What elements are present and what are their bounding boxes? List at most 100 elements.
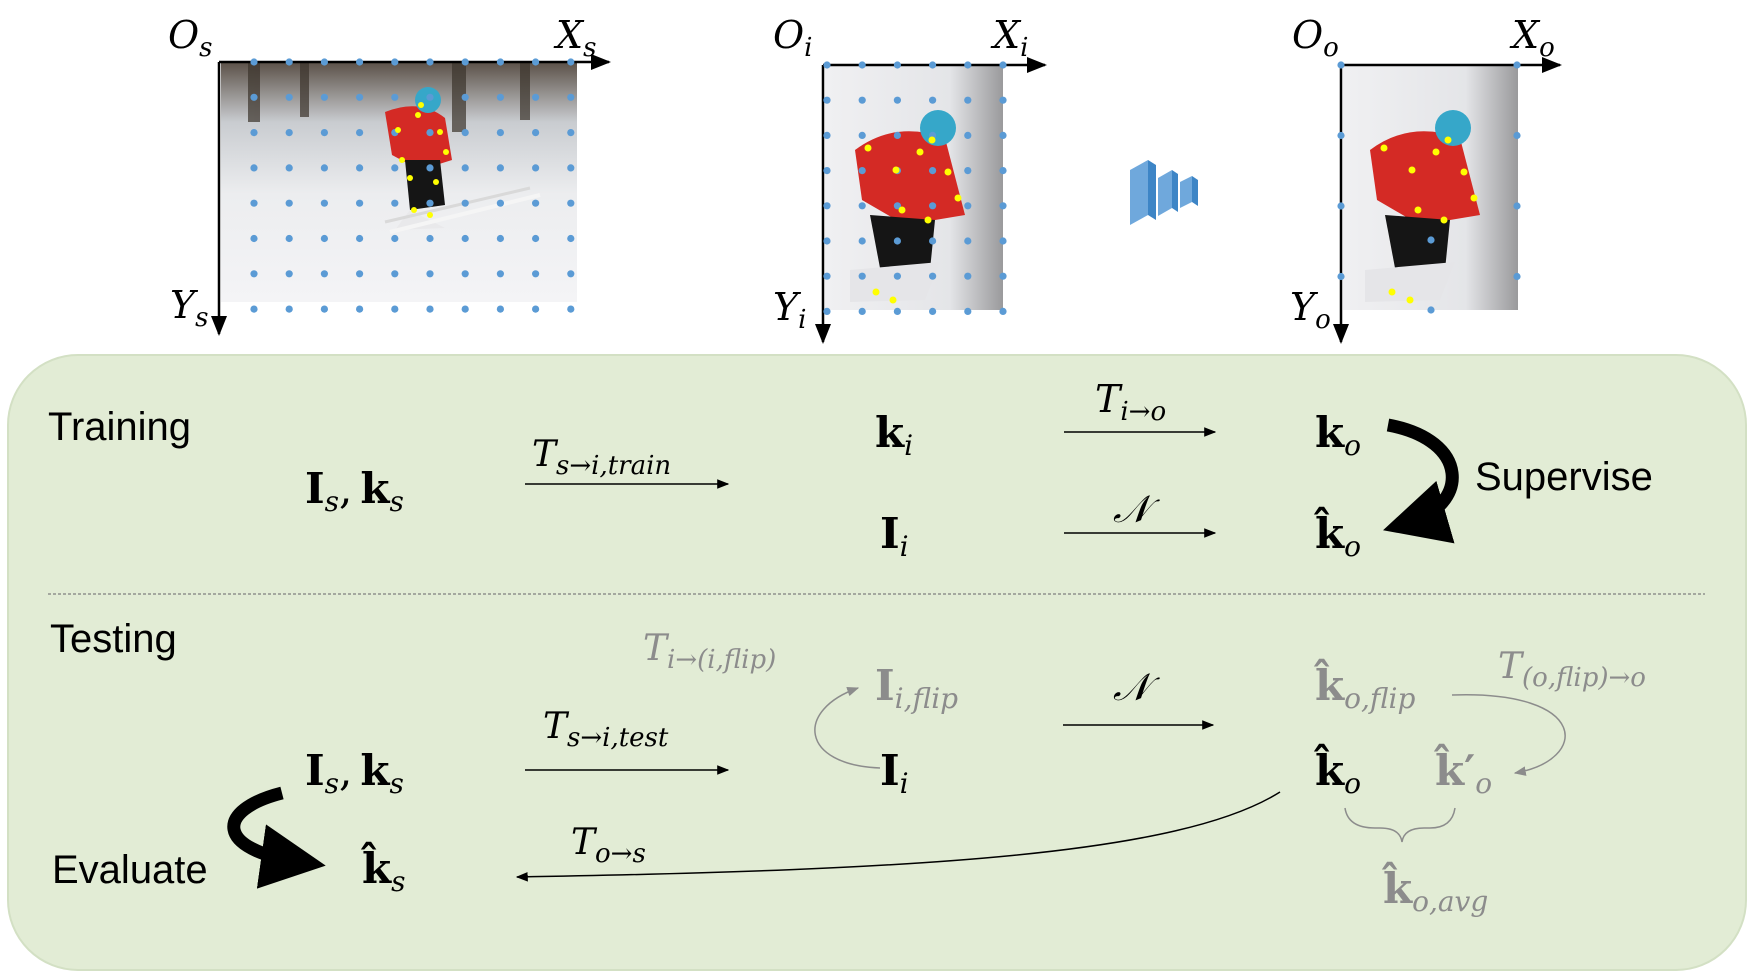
pipeline-panel <box>7 354 1747 971</box>
sampling-grid-point <box>391 234 399 243</box>
sampling-grid-point <box>858 202 866 210</box>
test-k-hat-o-flip: k̂o,flip <box>1313 657 1415 715</box>
sampling-grid-point <box>823 167 831 175</box>
input-y-label: Yi <box>773 285 806 335</box>
train-k-i: ki <box>875 408 913 462</box>
sampling-grid-point <box>356 93 364 101</box>
source-keypoints <box>395 102 449 218</box>
sampling-grid-point <box>356 58 364 66</box>
sampling-grid-point <box>823 237 831 245</box>
sampling-grid-point <box>964 131 972 139</box>
sampling-grid-point <box>823 272 831 280</box>
sampling-grid-point <box>391 58 399 66</box>
source-frame: Os Xs Ys <box>168 13 611 336</box>
sampling-grid-point <box>1337 272 1345 281</box>
sampling-grid-point <box>320 129 328 137</box>
train-input-pair: Is, ks <box>305 464 404 518</box>
sampling-grid-point <box>391 93 399 101</box>
sampling-grid-point <box>858 167 866 175</box>
sampling-grid-point <box>461 93 469 101</box>
sampling-grid-point <box>1337 131 1345 140</box>
sampling-grid-point <box>893 202 902 210</box>
sampling-grid-point <box>532 164 540 172</box>
sampling-grid-point <box>893 237 902 245</box>
sampling-grid-point <box>858 61 866 69</box>
source-y-label: Ys <box>170 283 208 333</box>
sampling-grid-point <box>426 199 434 207</box>
sampling-grid-point <box>929 272 937 280</box>
input-keypoints <box>864 136 962 304</box>
input-x-label: Xi <box>990 13 1028 63</box>
output-y-label: Yo <box>1290 285 1331 335</box>
sampling-grid-point <box>285 164 293 172</box>
output-skier <box>1365 110 1480 302</box>
sampling-grid-point <box>964 167 972 175</box>
cnn-network-icon <box>1130 160 1198 225</box>
sampling-grid-point <box>1427 236 1435 244</box>
train-I-i: Ii <box>880 509 909 563</box>
sampling-grid-point <box>567 93 575 101</box>
sampling-grid-point <box>823 307 831 315</box>
sampling-grid-point <box>929 96 937 104</box>
sampling-grid-point <box>964 272 972 280</box>
sampling-grid-point <box>250 199 258 207</box>
sampling-grid-point <box>250 164 258 172</box>
source-x-label: Xs <box>553 13 596 63</box>
sampling-grid-point <box>320 305 328 313</box>
sampling-grid-point <box>929 61 937 69</box>
sampling-grid-point <box>1513 131 1521 140</box>
test-I-i: Ii <box>880 746 909 800</box>
sampling-grid-point <box>496 234 504 243</box>
test-I-i-flip: Ii,flip <box>875 661 958 715</box>
sampling-grid-point <box>426 305 434 313</box>
sampling-grid-point <box>929 202 937 210</box>
sampling-grid-point <box>461 270 469 278</box>
test-flip-back-label: T(o,flip)→o <box>1498 646 1646 693</box>
output-origin-label: Oo <box>1292 13 1339 63</box>
sampling-grid-point <box>999 237 1007 245</box>
sampling-grid-point <box>964 307 972 315</box>
sampling-grid-point <box>929 237 937 245</box>
sampling-grid-point <box>356 164 364 172</box>
sampling-grid-point <box>250 93 258 101</box>
sampling-grid-point <box>823 96 831 104</box>
sampling-grid-point <box>250 270 258 278</box>
testing-label: Testing <box>50 617 177 661</box>
sampling-grid-point <box>426 234 434 243</box>
test-k-hat-o: k̂o <box>1313 742 1361 800</box>
test-transform-os-arrow <box>515 791 1281 882</box>
evaluate-arrow <box>227 786 326 889</box>
test-k-hat-s: k̂s <box>360 840 405 898</box>
train-transform-label: Ts→i,train <box>532 434 671 481</box>
sampling-grid-point <box>250 234 258 243</box>
source-origin-label: Os <box>168 13 213 63</box>
sampling-grid-point <box>426 93 434 101</box>
sampling-grid-point <box>320 58 328 66</box>
sampling-grid-point <box>461 305 469 313</box>
test-input-pair: Is, ks <box>305 746 404 800</box>
sampling-grid-point <box>285 234 293 243</box>
sampling-grid-point <box>496 93 504 101</box>
training-label: Training <box>48 405 191 449</box>
sampling-grid-point <box>250 305 258 313</box>
sampling-grid-point <box>285 58 293 66</box>
source-skier <box>384 87 541 234</box>
supervise-label: Supervise <box>1475 455 1653 499</box>
sampling-grid-point <box>964 237 972 245</box>
test-transform-label: Ts→i,test <box>543 706 669 753</box>
sampling-grid-point <box>893 131 902 139</box>
test-transform-os-label: To→s <box>571 822 646 869</box>
sampling-grid-point <box>858 272 866 280</box>
sampling-grid-point <box>461 199 469 207</box>
sampling-grid-point <box>893 272 902 280</box>
sampling-grid-point <box>999 202 1007 210</box>
sampling-grid-point <box>391 199 399 207</box>
sampling-grid-point <box>1427 306 1435 314</box>
sampling-grid-point <box>1513 272 1521 281</box>
sampling-grid-point <box>532 58 540 66</box>
sampling-grid-point <box>532 270 540 278</box>
supervise-arrow <box>1383 418 1459 544</box>
sampling-grid-point <box>999 131 1007 139</box>
source-sampling-grid <box>250 58 575 313</box>
